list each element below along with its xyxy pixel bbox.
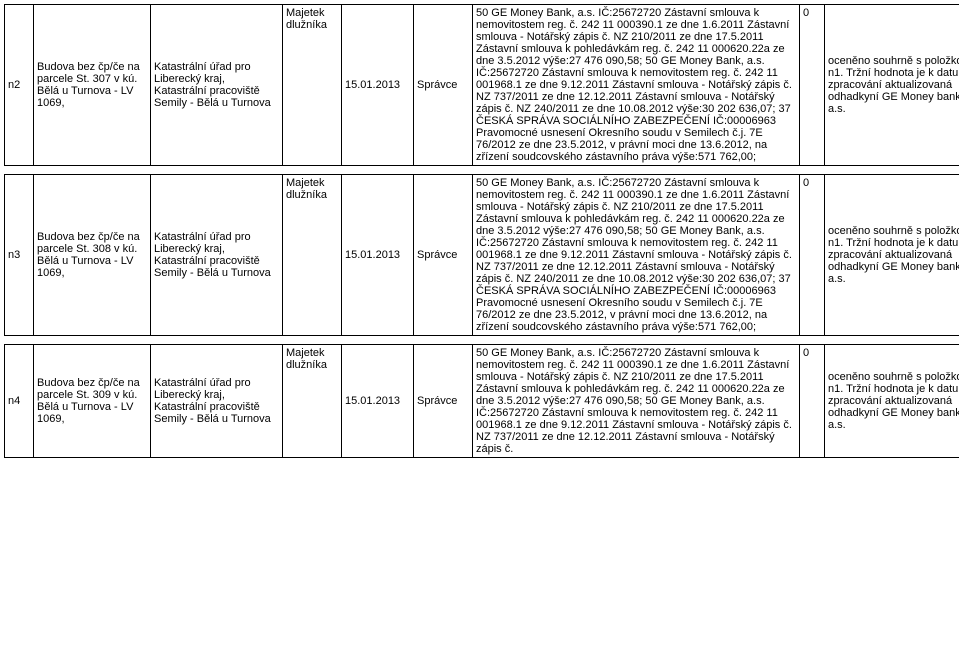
table-row: n2 Budova bez čp/če na parcele St. 307 v… <box>5 5 959 166</box>
row-spacer <box>5 166 959 175</box>
majetek-cell: Majetek dlužníka <box>283 5 342 166</box>
majetek-cell: Majetek dlužníka <box>283 175 342 336</box>
office-cell: Katastrální úřad pro Liberecký kraj, Kat… <box>151 5 283 166</box>
row-spacer <box>5 336 959 345</box>
long-text-cell: 50 GE Money Bank, a.s. IČ:25672720 Zásta… <box>473 5 800 166</box>
property-cell: Budova bez čp/če na parcele St. 308 v kú… <box>34 175 151 336</box>
row-id: n3 <box>5 175 34 336</box>
zero-cell: 0 <box>800 5 825 166</box>
property-cell: Budova bez čp/če na parcele St. 309 v kú… <box>34 345 151 458</box>
row-id: n2 <box>5 5 34 166</box>
property-cell: Budova bez čp/če na parcele St. 307 v kú… <box>34 5 151 166</box>
row-id: n4 <box>5 345 34 458</box>
property-table: n2 Budova bez čp/če na parcele St. 307 v… <box>4 4 959 458</box>
note-cell: oceněno souhrně s položkou n1. Tržní hod… <box>825 345 959 458</box>
role-cell: Správce <box>414 175 473 336</box>
note-cell: oceněno souhrně s položkou n1. Tržní hod… <box>825 5 959 166</box>
zero-cell: 0 <box>800 175 825 336</box>
role-cell: Správce <box>414 345 473 458</box>
office-cell: Katastrální úřad pro Liberecký kraj, Kat… <box>151 175 283 336</box>
long-text-cell: 50 GE Money Bank, a.s. IČ:25672720 Zásta… <box>473 345 800 458</box>
long-text-cell: 50 GE Money Bank, a.s. IČ:25672720 Zásta… <box>473 175 800 336</box>
table-row: n4 Budova bez čp/če na parcele St. 309 v… <box>5 345 959 458</box>
zero-cell: 0 <box>800 345 825 458</box>
majetek-cell: Majetek dlužníka <box>283 345 342 458</box>
office-cell: Katastrální úřad pro Liberecký kraj, Kat… <box>151 345 283 458</box>
note-cell: oceněno souhrně s položkou n1. Tržní hod… <box>825 175 959 336</box>
date-cell: 15.01.2013 <box>342 175 414 336</box>
date-cell: 15.01.2013 <box>342 345 414 458</box>
table-row: n3 Budova bez čp/če na parcele St. 308 v… <box>5 175 959 336</box>
date-cell: 15.01.2013 <box>342 5 414 166</box>
role-cell: Správce <box>414 5 473 166</box>
